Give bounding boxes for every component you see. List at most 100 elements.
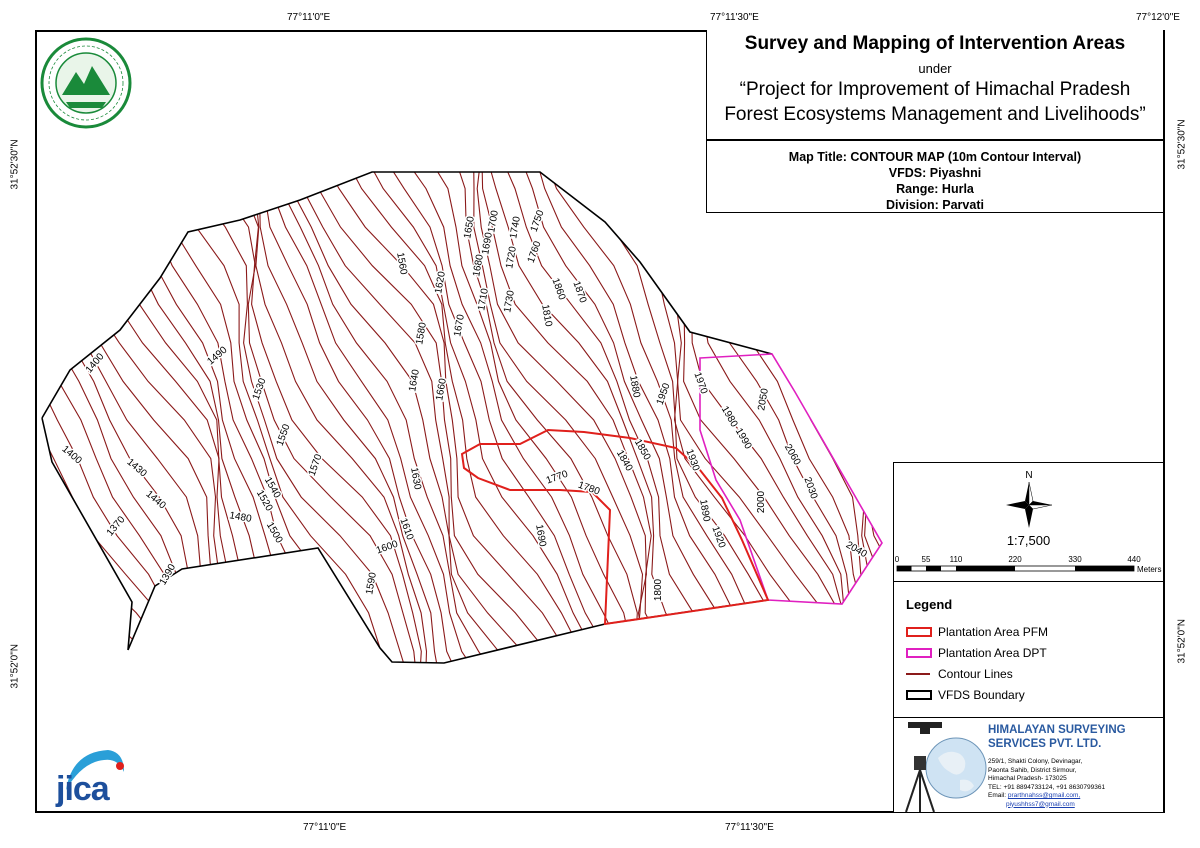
legend-item-dpt: Plantation Area DPT [906, 646, 1047, 660]
vfds-name: VFDS: Piyashni [888, 166, 982, 180]
contour-line [541, 172, 798, 663]
contour-label: 1630 [408, 467, 423, 491]
contour-line [52, 172, 252, 663]
scale-tick-330: 330 [1068, 555, 1082, 564]
boundary-swatch [906, 690, 932, 700]
contour-line [233, 172, 428, 663]
legend-label-dpt: Plantation Area DPT [938, 646, 1047, 660]
main-title: Survey and Mapping of Intervention Areas [744, 33, 1126, 54]
contour-label: 1780 [577, 480, 602, 498]
contour-line [277, 172, 527, 663]
contour-label: 2030 [801, 476, 819, 501]
contour-line [42, 172, 228, 663]
contour-swatch [906, 669, 932, 679]
map-frame [35, 30, 1165, 813]
graticule-bottom-1: 77°11'0"E [303, 822, 347, 833]
address-line3: Himachal Pradesh- 173025 [988, 775, 1067, 782]
contour-line [246, 172, 443, 663]
range-name: Range: Hurla [896, 182, 974, 196]
scale-unit: Meters [1137, 565, 1161, 574]
contour-line [361, 172, 614, 663]
contour-line [481, 172, 692, 663]
contour-line [42, 172, 178, 663]
legend-item-contour: Contour Lines [906, 667, 1013, 681]
contour-label: 1860 [549, 277, 567, 302]
division-name: Division: Parvati [886, 198, 984, 212]
contour-line [283, 172, 549, 663]
contour-line [42, 172, 202, 663]
graticule-top-3: 77°12'0"E [1136, 12, 1180, 23]
vfds-boundary [41, 171, 773, 664]
contour-line [484, 172, 716, 663]
company-name-line2: SERVICES PVT. LTD. [988, 738, 1102, 750]
contour-label: 1770 [545, 469, 570, 487]
north-label: N [1025, 470, 1032, 481]
project-title-line1: “Project for Improvement of Himachal Pra… [739, 79, 1131, 100]
contour-label: 1760 [526, 239, 544, 264]
contour-label: 1970 [691, 371, 709, 396]
scale-tick-110: 110 [950, 555, 963, 564]
contour-line [42, 172, 170, 663]
contour-line [597, 172, 841, 663]
company-name-line1: HIMALAYAN SURVEYING [988, 724, 1126, 736]
contour-line [533, 172, 773, 663]
scale-tick-0: 0 [895, 555, 900, 564]
contour-line [273, 172, 508, 663]
company-block: HIMALAYAN SURVEYING SERVICES PVT. LTD. 2… [894, 717, 1163, 815]
contour-label: 1660 [434, 377, 449, 401]
contour-label: 1400 [60, 444, 84, 467]
contour-label: 1580 [414, 321, 429, 345]
legend-title: Legend [906, 597, 953, 612]
legend-item-boundary: VFDS Boundary [906, 688, 1025, 702]
contour-line [76, 172, 335, 663]
contour-label: 1880 [627, 375, 642, 399]
map-title: Map Title: CONTOUR MAP (10m Contour Inte… [788, 150, 1082, 164]
contour-line [132, 172, 376, 663]
contour-label: 1570 [307, 452, 325, 477]
contour-label: 1440 [144, 489, 168, 512]
scale-tick-220: 220 [1008, 555, 1022, 564]
contour-line [42, 172, 149, 663]
scale-ratio: 1:7,500 [1006, 533, 1051, 548]
contour-line [42, 172, 92, 663]
contour-line [451, 172, 641, 663]
contour-label: 1840 [614, 448, 635, 473]
contour-line [193, 172, 419, 663]
dpt-swatch [906, 648, 932, 658]
contour-label: 1650 [462, 215, 477, 239]
north-arrow-icon [1006, 481, 1053, 528]
title-box: Survey and Mapping of Intervention Areas… [706, 30, 1164, 140]
legend-label-boundary: VFDS Boundary [938, 688, 1025, 702]
contour-label: 1990 [733, 426, 754, 451]
contour-label: 1710 [476, 287, 491, 311]
contour-label: 1400 [84, 351, 107, 375]
email-link-1[interactable]: prarthnahss@gmail.com, [1007, 792, 1081, 799]
contour-label: 1480 [229, 510, 253, 525]
contour-line [266, 172, 488, 663]
email-link-2[interactable]: piyushhss7@gmail.com [1006, 800, 1075, 808]
contour-line [517, 172, 752, 663]
contour-label: 1870 [570, 280, 588, 305]
contour-label: 1530 [251, 376, 269, 401]
scale-tick-440: 440 [1127, 555, 1141, 564]
contour-label: 1690 [480, 231, 495, 255]
contour-line [550, 172, 822, 663]
contour-label: 1950 [655, 381, 673, 406]
legend-item-pfm: Plantation Area PFM [906, 625, 1048, 639]
contour-label: 1810 [539, 304, 554, 328]
contour-line [215, 172, 422, 663]
contour-label: 1980 [719, 404, 740, 429]
address-line1: 259/1, Shakti Colony, Devinagar, [988, 758, 1083, 765]
contour-line [150, 172, 397, 663]
contour-label: 1560 [394, 252, 409, 276]
contour-label: 1690 [533, 524, 548, 548]
contour-label: 1890 [697, 499, 712, 523]
contour-line [114, 172, 358, 663]
email-label: Email: [988, 792, 1007, 799]
contour-label: 1610 [397, 517, 415, 542]
plantation-area-dpt [699, 353, 883, 605]
contour-label: 1750 [529, 208, 547, 233]
contour-line [398, 172, 629, 663]
company-name: HIMALAYAN SURVEYING SERVICES PVT. LTD. [988, 723, 1126, 751]
plantation-area-pfm [460, 428, 770, 626]
